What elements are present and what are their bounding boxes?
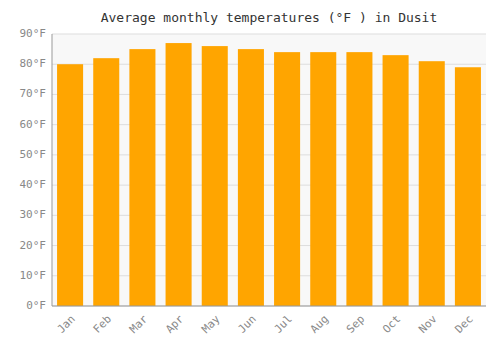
bar [274, 52, 300, 306]
chart: 0°F 10°F 20°F 30°F 40°F 50°F 60°F 70°F 80°F 90°F J… [0, 0, 500, 350]
x-tick-label: Jun [235, 313, 258, 336]
x-tick-labels: Jan Feb Mar Apr May Jun Jul Aug Sep Oct Nov Dec [55, 312, 476, 336]
y-tick-label: 70°F [20, 87, 47, 100]
y-axis-line [52, 34, 53, 306]
x-tick-label: Aug [308, 313, 331, 336]
bar [310, 52, 336, 306]
y-tick-label: 20°F [20, 239, 47, 252]
title: Average monthly temperatures (°F ) in Du… [101, 10, 438, 25]
y-tick-label: 40°F [20, 178, 47, 191]
x-tick-label: Oct [380, 313, 403, 336]
bar [57, 64, 83, 306]
y-tick-label: 80°F [20, 57, 47, 70]
bar [202, 46, 228, 306]
y-tick-label: 50°F [20, 148, 47, 161]
x-tick-label: Sep [344, 313, 367, 336]
x-tick-label: Dec [452, 313, 475, 336]
bar [419, 61, 445, 306]
x-tick-label: Jan [55, 313, 78, 336]
x-tick-label: May [199, 312, 223, 336]
y-tick-label: 0°F [26, 299, 46, 312]
x-tick-label: Jul [272, 313, 295, 336]
x-tick-label: Feb [91, 313, 114, 336]
bar [166, 43, 192, 306]
bar [238, 49, 264, 306]
bar [93, 58, 119, 306]
bar [129, 49, 155, 306]
y-tick-label: 10°F [20, 269, 47, 282]
bar [455, 67, 481, 306]
x-tick-label: Mar [127, 312, 151, 336]
y-tick-labels: 0°F 10°F 20°F 30°F 40°F 50°F 60°F 70°F 80°F 90°F [20, 27, 47, 312]
y-grid [52, 34, 486, 306]
grid-line [52, 34, 486, 35]
grid-line [52, 306, 486, 307]
y-tick-label: 60°F [20, 118, 47, 131]
x-tick-label: Apr [163, 312, 187, 336]
bar [346, 52, 372, 306]
y-tick-label: 90°F [20, 27, 47, 40]
x-tick-label: Nov [416, 312, 440, 336]
plot-background [52, 34, 486, 306]
bars [57, 43, 481, 306]
x-axis-line [52, 306, 486, 307]
bar [383, 55, 409, 306]
y-tick-label: 30°F [20, 208, 47, 221]
